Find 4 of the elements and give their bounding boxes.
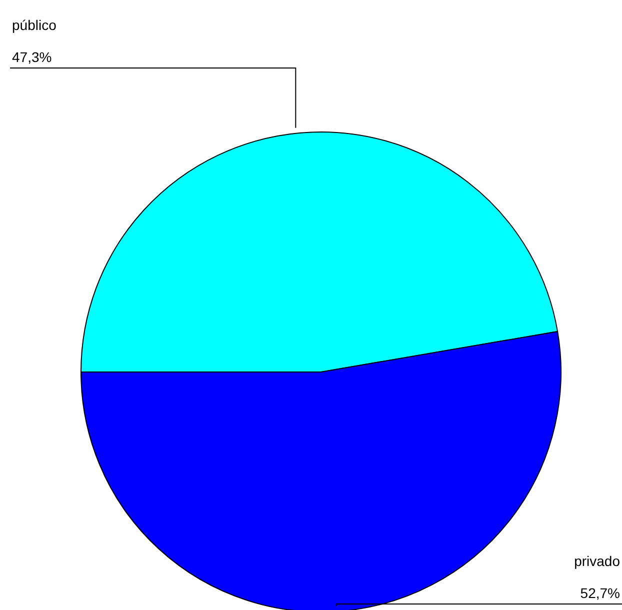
slice-label: privado [574,553,620,569]
data-label: 47,3% [12,49,52,65]
data-label: 52,7% [580,585,620,601]
slice-label: público [12,17,57,33]
